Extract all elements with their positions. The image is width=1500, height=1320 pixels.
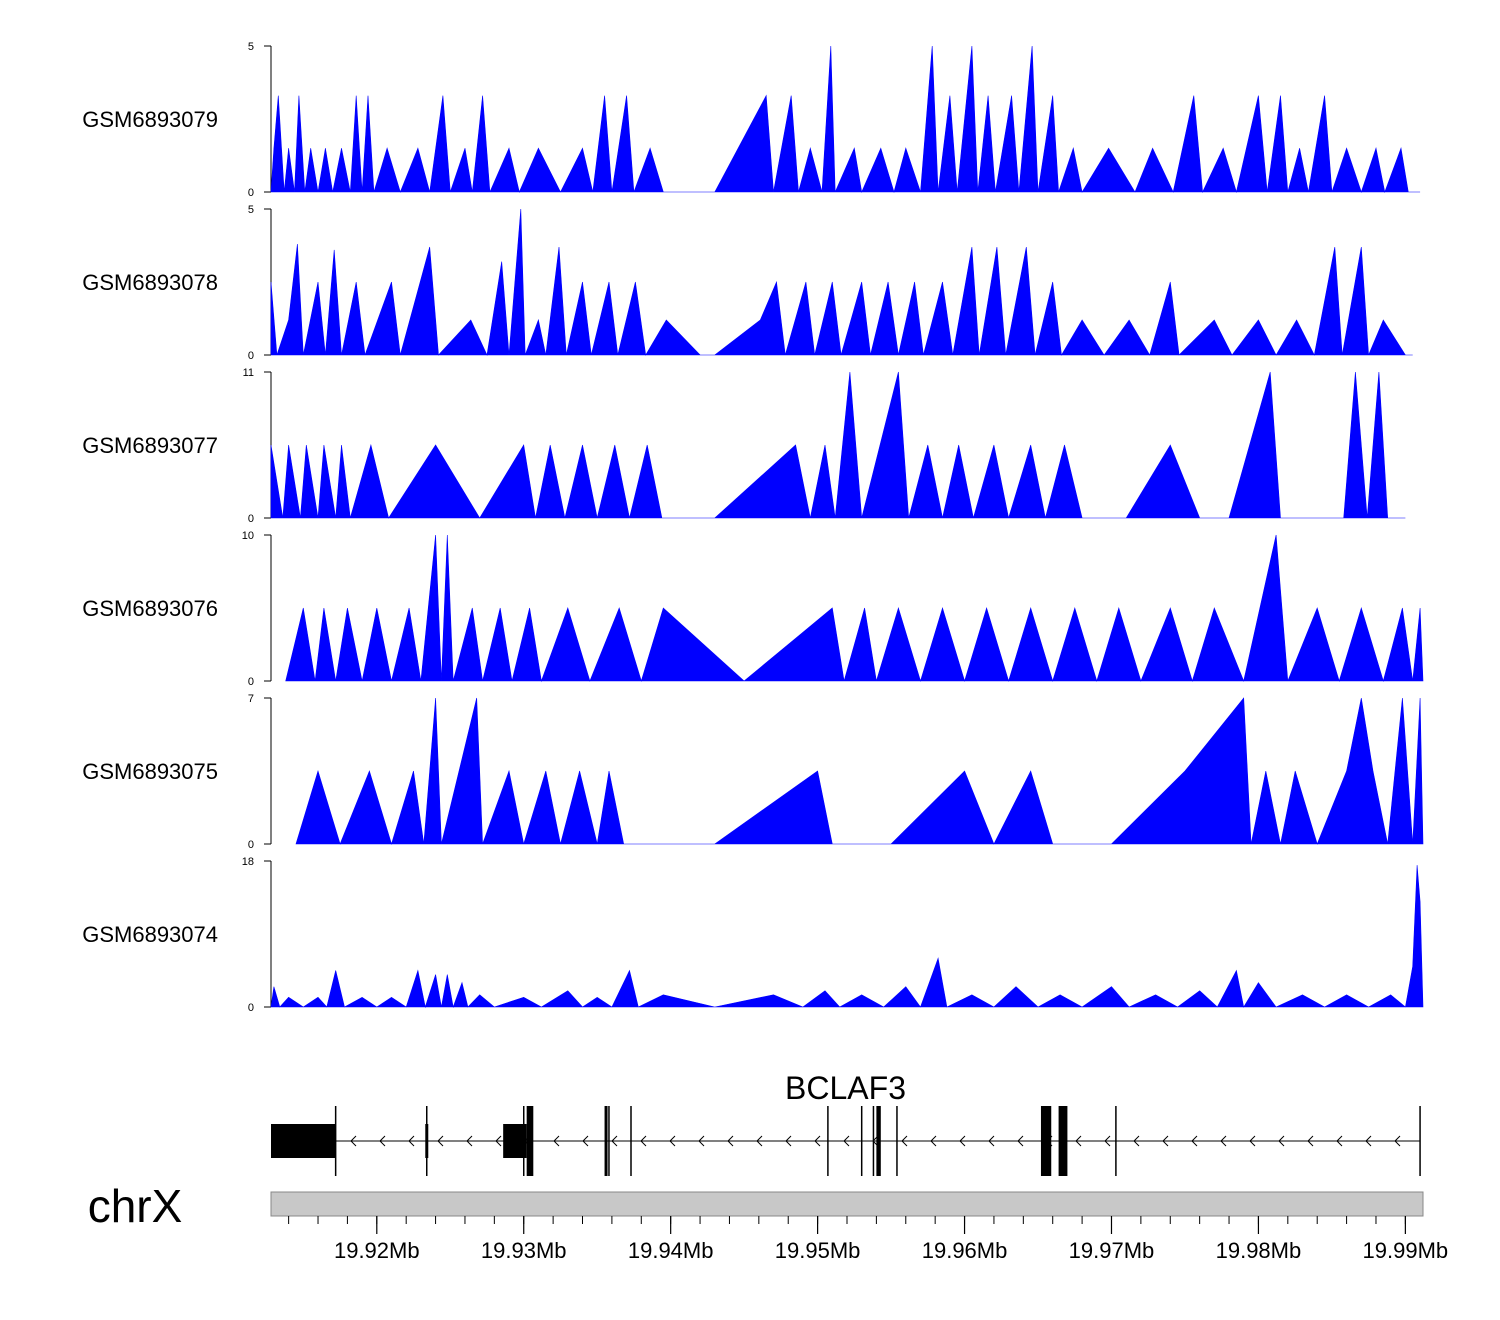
track-label: GSM6893074 [82,922,218,947]
exon-block [1040,1106,1052,1176]
y-min-label: 0 [248,1002,254,1014]
y-max-label: 5 [248,41,254,53]
axis-tick-label: 19.98Mb [1216,1238,1302,1263]
strand-arrow [1162,1135,1169,1147]
strand-arrow [611,1135,618,1147]
y-max-label: 11 [243,367,254,379]
strand-arrow [1075,1135,1082,1147]
gene-model-track: BCLAF3 [271,1070,1421,1176]
y-max-label: 7 [248,693,254,705]
chromosome-ideogram-bar [270,1191,1424,1217]
signal-area [270,208,1413,357]
axis-tick-label: 19.92Mb [334,1238,420,1263]
track-label: GSM6893077 [82,433,218,458]
strand-arrow [988,1135,995,1147]
track-gsm6893074: GSM6893074 18 0 [82,856,1424,1014]
strand-arrow [814,1135,821,1147]
exon-block [526,1106,533,1176]
exon-block [1058,1106,1068,1176]
signal-area [270,45,1421,194]
exon-block [503,1124,527,1158]
strand-arrow [959,1135,966,1147]
y-max-label: 18 [242,856,254,868]
signal-tracks: GSM689307950GSM689307850GSM6893077110GSM… [82,41,1424,1014]
strand-arrow [466,1135,473,1147]
axis-tick-label: 19.93Mb [481,1238,567,1263]
y-max-label: 10 [242,530,254,542]
strand-arrow [727,1135,734,1147]
strand-arrow [1365,1135,1372,1147]
strand-arrow [437,1135,444,1147]
strand-arrow [785,1135,792,1147]
exon-block [271,1124,336,1158]
y-min-label: 0 [248,676,254,688]
strand-arrow [901,1135,908,1147]
strand-arrow [1278,1135,1285,1147]
y-max-label: 5 [248,204,254,216]
strand-arrow [1249,1135,1256,1147]
axis-tick-label: 19.97Mb [1069,1238,1155,1263]
strand-arrow [1336,1135,1343,1147]
track-gsm6893076: GSM6893076 10 0 [82,530,1424,688]
strand-arrow [843,1135,850,1147]
axis-tick-label: 19.99Mb [1363,1238,1449,1263]
strand-arrow [495,1135,502,1147]
y-min-label: 0 [248,513,254,525]
exon-block [604,1106,608,1176]
track-gsm6893079: GSM6893079 5 0 [82,41,1421,199]
strand-arrow [1017,1135,1024,1147]
strand-arrow [350,1135,357,1147]
y-min-label: 0 [248,839,254,851]
track-label: GSM6893079 [82,107,218,132]
strand-arrow [640,1135,647,1147]
strand-arrow [1104,1135,1111,1147]
gene-name-label: BCLAF3 [785,1070,906,1106]
exon-block [876,1106,881,1176]
y-min-label: 0 [248,350,254,362]
strand-arrow [1220,1135,1227,1147]
genome-axis-track: chrX 19.92Mb 19.93Mb 19.94Mb 19.95Mb 19.96Mb… [88,1180,1448,1263]
track-label: GSM6893076 [82,596,218,621]
strand-arrow [1191,1135,1198,1147]
strand-arrow [582,1135,589,1147]
strand-arrow [379,1135,386,1147]
signal-area [270,371,1406,519]
chromosome-label: chrX [88,1180,183,1232]
track-label: GSM6893078 [82,270,218,295]
strand-arrow [1307,1135,1314,1147]
track-label: GSM6893075 [82,759,218,784]
axis-tick-label: 19.95Mb [775,1238,861,1263]
axis-tick-label: 19.96Mb [922,1238,1008,1263]
signal-area [270,865,1424,1009]
signal-area [295,697,1424,846]
signal-area [285,534,1424,683]
track-gsm6893075: GSM6893075 7 0 [82,693,1424,851]
strand-arrow [553,1135,560,1147]
track-gsm6893077: GSM6893077 11 0 [82,367,1406,525]
strand-arrow [930,1135,937,1147]
track-gsm6893078: GSM6893078 5 0 [82,204,1413,362]
strand-arrow [408,1135,415,1147]
exon-block [425,1124,429,1158]
axis-tick-label: 19.94Mb [628,1238,714,1263]
strand-arrow [756,1135,763,1147]
y-min-label: 0 [248,187,254,199]
strand-arrow [1133,1135,1140,1147]
strand-arrow [1394,1135,1401,1147]
strand-arrow [669,1135,676,1147]
strand-arrow [698,1135,705,1147]
